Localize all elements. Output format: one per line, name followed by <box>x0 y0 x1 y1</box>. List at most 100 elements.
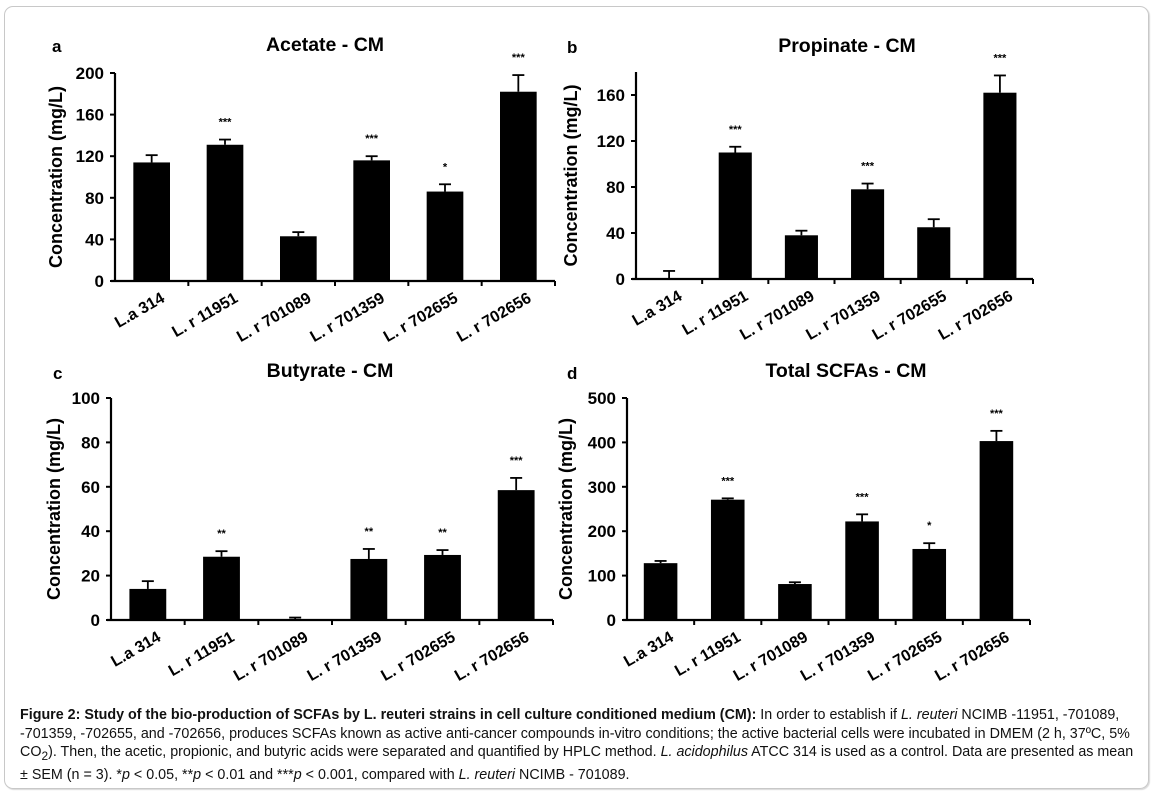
figure-caption: Figure 2: Study of the bio-production of… <box>20 706 1138 784</box>
y-tick-label: 0 <box>616 270 625 289</box>
caption-species: L. acidophilus <box>660 744 748 761</box>
y-axis-label: Concentration (mg/L) <box>556 418 576 600</box>
y-axis-label: Concentration (mg/L) <box>561 85 581 267</box>
x-tick-label: L. r 702656 <box>452 629 532 685</box>
panel-letter: c <box>53 364 62 383</box>
significance-marker: ** <box>438 527 447 539</box>
y-tick-label: 160 <box>597 86 625 105</box>
caption-text: < 0.05, ** <box>129 766 194 783</box>
significance-marker: ** <box>365 526 374 538</box>
bar-4 <box>350 558 388 620</box>
bar-2 <box>710 499 745 620</box>
caption-subscript: 2 <box>41 749 49 764</box>
caption-p: p <box>293 766 302 783</box>
caption-text: In order to establish if <box>756 707 901 723</box>
chart-title: Butyrate - CM <box>267 360 394 382</box>
y-tick-label: 0 <box>91 611 100 630</box>
y-tick-label: 300 <box>588 478 616 497</box>
y-tick-label: 40 <box>85 230 104 249</box>
caption-species: L. reuteri <box>900 707 958 723</box>
x-tick-label: L. r 702656 <box>454 290 534 346</box>
chart-title: Acetate - CM <box>266 34 384 56</box>
bar-5 <box>424 554 461 620</box>
caption-text: NCIMB -11951, -701089, -701359, -702655,… <box>20 707 1130 761</box>
significance-marker: *** <box>512 52 526 64</box>
bar-3 <box>778 584 812 620</box>
chart-panel-b: b Propinate - CM Concentration (mg/L) 0 40 80… <box>561 35 1034 344</box>
significance-marker: * <box>443 161 448 173</box>
x-tick-label: L. r 701089 <box>234 290 314 346</box>
x-tick-label: L. r 702656 <box>932 629 1012 685</box>
bar-4 <box>845 521 879 620</box>
x-tick-label: L. r 702655 <box>378 629 458 685</box>
significance-marker: *** <box>990 408 1004 420</box>
significance-marker: *** <box>993 52 1007 64</box>
caption-p: p <box>193 766 202 783</box>
significance-marker: ** <box>217 528 226 540</box>
bar-1 <box>133 162 170 281</box>
panel-letter: a <box>52 37 62 56</box>
caption-text: NCIMB - 701089. <box>515 766 630 783</box>
bar-4 <box>851 189 885 279</box>
x-tick-label: L. r 701089 <box>737 288 817 344</box>
y-tick-label: 500 <box>588 389 616 408</box>
bar-6 <box>979 441 1014 620</box>
caption-species: L. reuteri <box>458 766 516 783</box>
chart-panel-a: a Acetate - CM Concentration (mg/L) 0 40 80 12… <box>46 34 556 346</box>
panel-letter: d <box>567 364 577 383</box>
x-tick-label: L. r 11951 <box>169 290 241 341</box>
bar-2 <box>718 152 752 279</box>
x-tick-label: L. r 701359 <box>798 629 878 685</box>
significance-marker: *** <box>365 133 379 145</box>
y-tick-label: 200 <box>588 522 616 541</box>
x-tick-label: L.a 314 <box>112 290 168 332</box>
y-tick-label: 400 <box>588 433 616 452</box>
significance-marker: *** <box>219 117 233 129</box>
figure-svg: a Acetate - CM Concentration (mg/L) 0 40 80 12… <box>44 34 1034 685</box>
bar-6 <box>497 490 535 620</box>
x-tick-label: L. r 702655 <box>870 288 950 344</box>
y-tick-label: 200 <box>76 64 104 83</box>
figure-frame <box>4 6 1149 789</box>
x-tick-label: L. r 11951 <box>166 629 238 680</box>
x-tick-label: L. r 702656 <box>936 288 1016 344</box>
x-tick-label: L. r 701089 <box>231 629 311 685</box>
caption-text: ). Then, the acetic, propionic, and buty… <box>48 744 661 761</box>
y-tick-label: 0 <box>95 272 104 291</box>
bar-3 <box>784 235 818 279</box>
chart-title: Total SCFAs - CM <box>765 360 926 382</box>
significance-marker: *** <box>856 491 870 503</box>
significance-marker: *** <box>510 455 524 467</box>
significance-marker: * <box>927 520 932 532</box>
caption-text: ATCC 314 is used as a control. Data are … <box>20 744 1134 783</box>
chart-panel-d: d Total SCFAs - CM Concentration (mg/L) 0 10… <box>556 360 1031 685</box>
bar-5 <box>426 191 464 281</box>
panel-letter: b <box>567 38 577 57</box>
bar-1 <box>129 588 167 620</box>
bar-3 <box>280 236 317 281</box>
chart-panel-c: c Butyrate - CM Concentration (mg/L) 0 20 40 6… <box>44 360 554 685</box>
x-tick-label: L.a 314 <box>108 629 164 671</box>
y-tick-label: 120 <box>76 147 104 166</box>
x-tick-label: L. r 701359 <box>305 629 385 685</box>
significance-marker: *** <box>721 475 735 487</box>
y-tick-label: 60 <box>81 478 100 497</box>
x-tick-label: L.a 314 <box>621 629 677 671</box>
y-tick-label: 100 <box>588 567 616 586</box>
y-tick-label: 80 <box>606 178 625 197</box>
x-tick-label: L. r 701089 <box>731 629 811 685</box>
bar-2 <box>203 556 240 620</box>
significance-marker: *** <box>729 124 743 136</box>
caption-text: < 0.01 and *** <box>201 766 294 783</box>
y-tick-label: 40 <box>81 522 100 541</box>
bar-4 <box>353 160 390 281</box>
bar-2 <box>206 144 244 281</box>
y-tick-label: 20 <box>81 567 100 586</box>
bar-6 <box>983 92 1017 279</box>
caption-title: Figure 2: Study of the bio-production of… <box>20 707 757 723</box>
x-tick-label: L.a 314 <box>630 288 686 330</box>
caption-text: < 0.001, compared with <box>301 766 459 783</box>
y-tick-label: 0 <box>607 611 616 630</box>
x-tick-label: L. r 702655 <box>865 629 945 685</box>
caption-p: p <box>122 766 130 783</box>
